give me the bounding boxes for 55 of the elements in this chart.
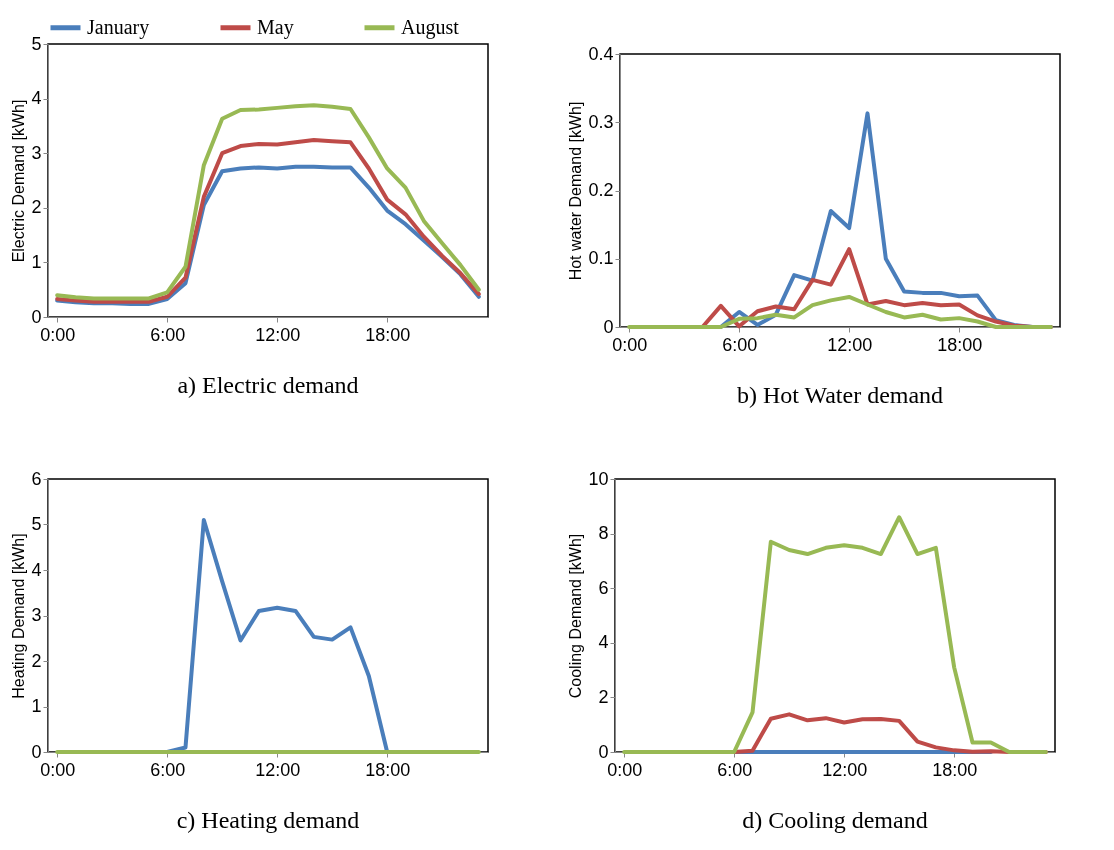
y-axis-title: Heating Demand [kWh] <box>10 533 28 699</box>
line-series <box>622 515 1048 754</box>
y-axis-title: Hot water Demand [kWh] <box>567 101 585 281</box>
y-tick-label: 4 <box>598 632 609 653</box>
y-tick-label: 0.2 <box>588 180 614 200</box>
x-tick-label: 0:00 <box>607 759 643 780</box>
y-tick-label: 5 <box>31 514 42 534</box>
line-series <box>55 103 481 301</box>
y-tick-label: 2 <box>31 197 42 218</box>
y-axis-title: Cooling Demand [kWh] <box>567 533 585 699</box>
x-tick-label: 18:00 <box>932 759 978 780</box>
y-axis-title: Electric Demand [kWh] <box>10 99 28 263</box>
x-tick-label: 0:00 <box>40 759 76 780</box>
x-tick-label: 18:00 <box>937 334 983 355</box>
x-tick-label: 6:00 <box>717 759 753 780</box>
x-tick-label: 0:00 <box>40 324 76 345</box>
y-tick-label: 0.1 <box>588 248 614 269</box>
y-tick-label: 0.4 <box>588 43 614 64</box>
y-tick-label: 0 <box>31 741 42 762</box>
legend-label: August <box>401 15 460 39</box>
y-tick-label: 0 <box>31 306 42 327</box>
y-tick-label: 10 <box>588 468 609 489</box>
y-tick-label: 3 <box>31 142 42 163</box>
y-tick-label: 8 <box>598 523 609 544</box>
y-tick-label: 6 <box>31 468 42 489</box>
y-tick-label: 2 <box>598 686 609 707</box>
y-tick-label: 3 <box>31 605 42 625</box>
x-tick-label: 12:00 <box>827 334 873 355</box>
y-tick-label: 1 <box>31 696 42 716</box>
y-tick-label: 4 <box>31 559 42 580</box>
legend-label: May <box>257 15 294 39</box>
y-tick-label: 0 <box>603 316 614 337</box>
x-tick-label: 6:00 <box>150 324 186 345</box>
x-tick-label: 6:00 <box>150 759 186 780</box>
x-tick-label: 6:00 <box>722 334 758 355</box>
x-tick-label: 12:00 <box>822 759 868 780</box>
text: a) Electric demand <box>177 372 359 398</box>
text: d) Cooling demand <box>742 807 928 833</box>
x-tick-label: 18:00 <box>365 324 411 345</box>
y-tick-label: 6 <box>598 577 609 598</box>
text: c) Heating demand <box>176 807 360 833</box>
text: b) Hot Water demand <box>736 382 944 408</box>
legend-label: January <box>87 15 150 39</box>
y-tick-label: 0 <box>598 741 609 762</box>
y-tick-label: 1 <box>31 251 42 272</box>
y-tick-label: 4 <box>31 88 42 109</box>
line-series <box>627 294 1053 329</box>
x-tick-label: 0:00 <box>612 334 648 355</box>
x-tick-label: 12:00 <box>255 759 301 780</box>
y-tick-label: 0.3 <box>588 111 614 132</box>
x-tick-label: 12:00 <box>255 324 301 345</box>
line-series <box>55 138 481 304</box>
y-tick-label: 5 <box>31 33 42 54</box>
x-tick-label: 18:00 <box>365 759 411 780</box>
y-tick-label: 2 <box>31 650 42 671</box>
